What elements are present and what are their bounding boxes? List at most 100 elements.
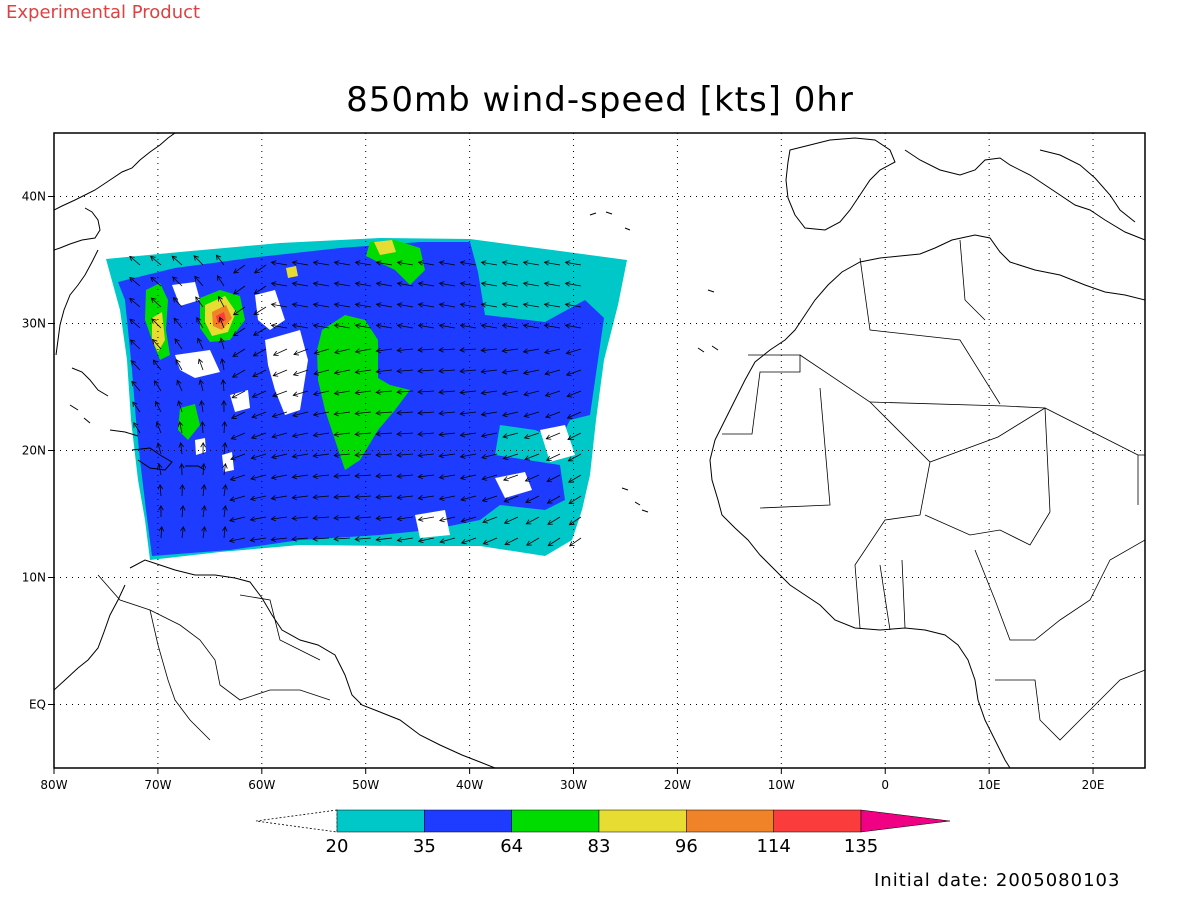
wind-arrow [251, 411, 267, 419]
wind-arrow [312, 515, 330, 521]
wind-arrow [564, 302, 582, 308]
wind-arrow [333, 260, 351, 266]
wind-arrow [501, 281, 519, 287]
wind-arrow [333, 431, 351, 438]
wind-arrow [333, 494, 351, 500]
wind-arrow [179, 504, 186, 518]
wind-arrow [312, 536, 330, 542]
wind-arrow [129, 276, 141, 287]
lon-tick-label: 10W [768, 778, 795, 792]
wind-arrow [312, 494, 330, 500]
wind-arrow [501, 347, 519, 354]
wind-arrow [219, 358, 226, 371]
wind-arrow [231, 390, 246, 399]
wind-arrow [152, 359, 162, 371]
wind-arrow [333, 323, 351, 329]
wind-arrow [291, 323, 309, 329]
wind-arrow [171, 255, 183, 266]
wind-arrow [229, 474, 246, 482]
wind-arrow [522, 323, 540, 329]
coastlines [54, 133, 1145, 768]
wind-arrow [222, 463, 228, 476]
wind-arrow [460, 516, 477, 523]
wind-arrow [271, 453, 288, 460]
wind-arrow [222, 484, 228, 497]
wind-arrow [249, 516, 267, 522]
wind-arrow [175, 358, 183, 371]
wind-arrow [459, 432, 477, 438]
colorbar-label: 135 [844, 836, 878, 857]
wind-arrow [504, 537, 519, 546]
lat-tick-label: 10N [22, 571, 46, 585]
wind-arrow [354, 323, 372, 329]
wind-arrow [130, 360, 141, 371]
wind-arrow [155, 421, 162, 434]
wind-arrow [568, 516, 582, 526]
wind-arrow [459, 323, 477, 329]
lon-tick-label: 10E [978, 778, 1001, 792]
wind-arrow [417, 368, 435, 374]
wind-arrow [200, 462, 207, 476]
initial-date-label: Initial date: 2005080103 [874, 870, 1121, 891]
wind-arrow [333, 536, 351, 542]
colorbar-bin [598, 809, 687, 833]
wind-arrow [375, 410, 393, 416]
wind-arrow [312, 432, 330, 438]
colorbar-label: 64 [500, 836, 523, 857]
wind-arrow [375, 281, 393, 287]
wind-arrow [502, 432, 519, 439]
lon-tick-label: 70W [144, 778, 171, 792]
wind-arrow [375, 536, 393, 543]
wind-arrow [524, 474, 540, 482]
wind-arrow [480, 260, 498, 266]
wind-arrow [439, 537, 456, 544]
wind-arrow [545, 453, 561, 461]
wind-arrow [482, 516, 498, 524]
wind-arrow [291, 432, 309, 439]
wind-arrow [232, 348, 246, 357]
wind-arrow [501, 369, 519, 375]
wind-arrow [438, 281, 456, 287]
wind-arrow [200, 441, 206, 455]
wind-arrow [417, 302, 435, 308]
wind-arrow [354, 369, 372, 375]
wind-arrow [272, 369, 288, 377]
wind-arrow [459, 389, 477, 395]
wind-arrow [501, 302, 519, 308]
wind-vectors [129, 254, 582, 547]
wind-arrow [216, 275, 225, 287]
wind-arrow [525, 495, 540, 504]
lon-tick-label: 20W [664, 778, 691, 792]
field-83-96kt-n [374, 240, 396, 255]
wind-arrow [250, 453, 267, 460]
wind-arrow [201, 484, 207, 497]
wind-arrow [354, 473, 372, 479]
wind-arrow [253, 264, 267, 274]
colorbar-under-triangle [255, 809, 338, 833]
wind-arrow [251, 390, 267, 398]
europe-coast [785, 137, 1145, 241]
wind-arrow [129, 255, 141, 266]
wind-arrow [230, 411, 246, 419]
wind-arrow [219, 337, 225, 350]
wind-arrow [252, 369, 267, 378]
wind-arrow [177, 400, 183, 413]
wind-arrow [566, 411, 582, 419]
wind-arrow [375, 494, 393, 500]
colorbar-bin [686, 809, 774, 833]
wind-arrow [249, 537, 267, 543]
wind-arrow [396, 347, 414, 353]
lon-tick-label: 60W [248, 778, 275, 792]
wind-arrow [156, 442, 162, 455]
wind-arrow [522, 348, 540, 354]
wind-arrow [375, 260, 393, 266]
wind-arrow [132, 401, 141, 413]
wind-arrow [459, 453, 477, 459]
wind-arrow [133, 421, 141, 434]
wind-arrow [567, 432, 582, 441]
wind-arrow [291, 515, 309, 521]
wind-arrow [375, 347, 393, 354]
wind-arrow [197, 337, 204, 350]
wind-arrow [417, 495, 435, 501]
